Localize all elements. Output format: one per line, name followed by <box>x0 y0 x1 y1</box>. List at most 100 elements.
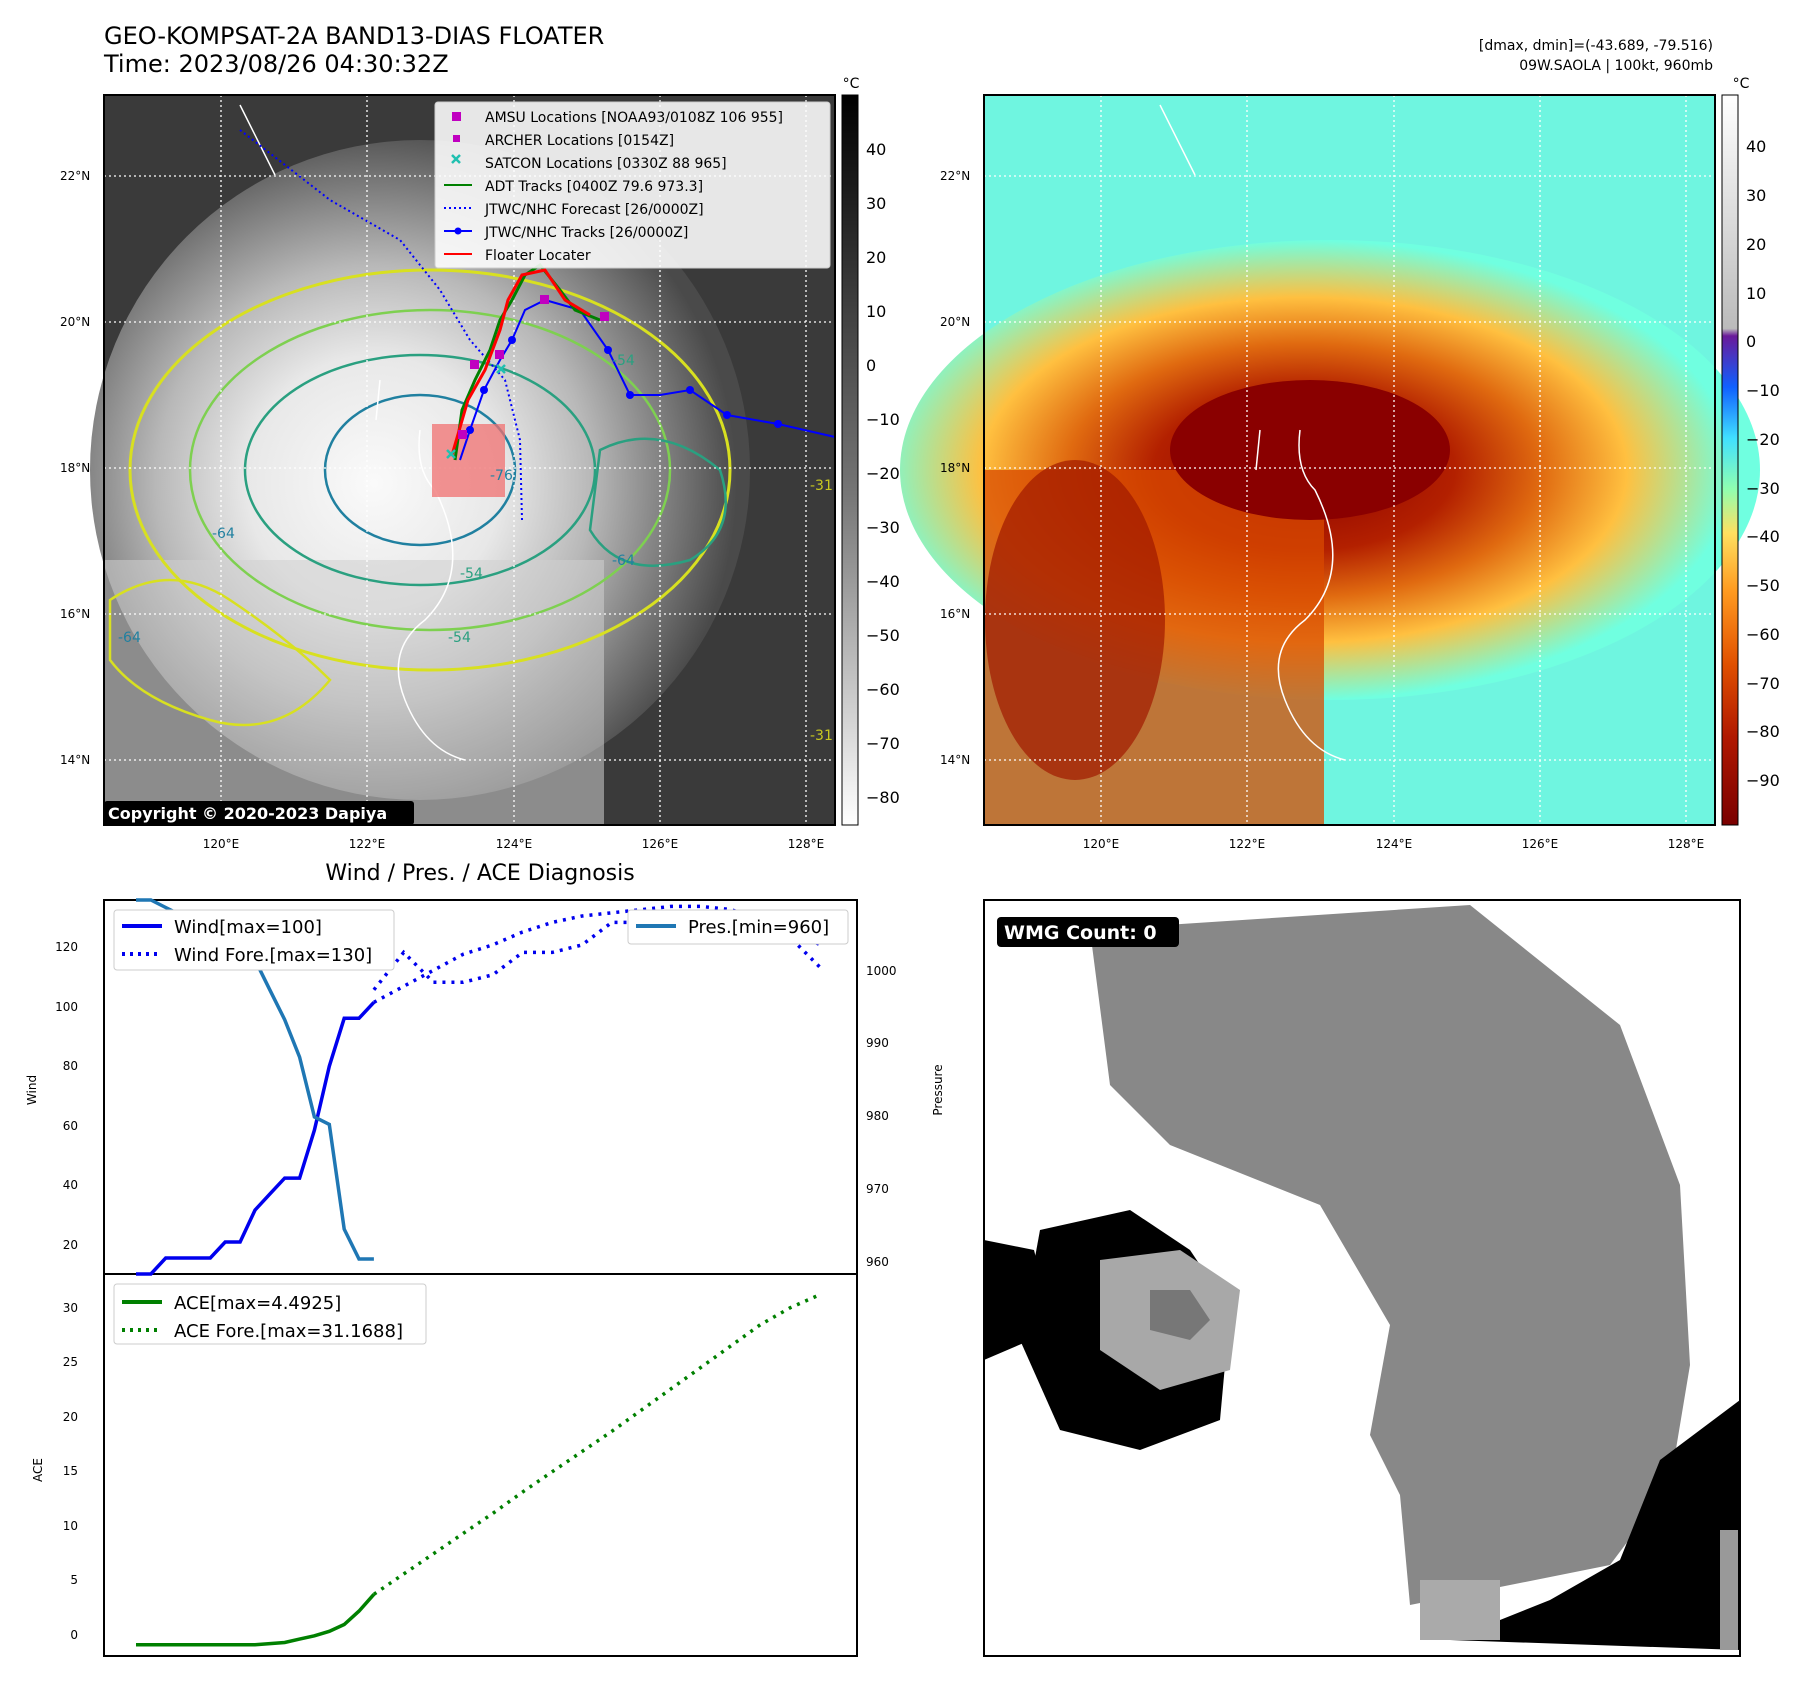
svg-text:126°E: 126°E <box>1522 837 1559 851</box>
svg-text:20: 20 <box>1746 235 1766 254</box>
contour-label: -64 <box>118 630 141 646</box>
svg-text:122°E: 122°E <box>349 837 386 851</box>
contour-blue <box>323 393 517 547</box>
svg-text:20: 20 <box>63 1410 78 1424</box>
legend-label: ACE Fore.[max=31.1688] <box>174 1321 403 1342</box>
adt-track <box>453 262 601 461</box>
svg-text:15: 15 <box>63 1464 78 1478</box>
svg-text:22°N: 22°N <box>60 169 90 183</box>
svg-text:60: 60 <box>63 1119 78 1133</box>
svg-text:100: 100 <box>55 1000 78 1014</box>
svg-text:18°N: 18°N <box>940 461 970 475</box>
svg-text:960: 960 <box>866 1255 889 1269</box>
legend-label: Wind Fore.[max=130] <box>174 945 372 966</box>
svg-text:−70: −70 <box>1746 674 1780 693</box>
svg-text:30: 30 <box>1746 186 1766 205</box>
svg-text:970: 970 <box>866 1182 889 1196</box>
svg-text:40: 40 <box>63 1178 78 1192</box>
bd-lat-ticks: 22°N 20°N 18°N 16°N 14°N <box>940 169 970 767</box>
svg-text:120°E: 120°E <box>203 837 240 851</box>
wmg-gray-patch <box>1420 1580 1500 1640</box>
svg-text:990: 990 <box>866 1036 889 1050</box>
contour-yellow-sw <box>108 578 332 727</box>
svg-text:20: 20 <box>866 248 886 267</box>
svg-text:1000: 1000 <box>866 964 897 978</box>
svg-text:−30: −30 <box>1746 479 1780 498</box>
svg-text:10: 10 <box>866 302 886 321</box>
svg-text:−40: −40 <box>866 572 900 591</box>
svg-text:40: 40 <box>1746 137 1766 156</box>
svg-text:30: 30 <box>63 1301 78 1315</box>
svg-text:18°N: 18°N <box>60 461 90 475</box>
copyright-badge <box>104 801 414 825</box>
wmg-black-edge <box>984 1240 1054 1360</box>
jtwc-forecast-track <box>239 129 523 521</box>
bd-lon-ticks: 120°E 122°E 124°E 126°E 128°E <box>1083 837 1705 851</box>
legend-label: SATCON Locations [0330Z 88 965] <box>485 156 727 172</box>
svg-text:25: 25 <box>63 1355 78 1369</box>
amsu-markers <box>458 295 609 439</box>
svg-text:5: 5 <box>70 1573 78 1587</box>
svg-text:−20: −20 <box>866 464 900 483</box>
bd-map-frame <box>983 94 1716 826</box>
svg-text:128°E: 128°E <box>788 837 825 851</box>
svg-text:−60: −60 <box>1746 625 1780 644</box>
ir-cloud-south <box>104 560 604 825</box>
floater-locater-track <box>450 268 591 456</box>
contour-yellow <box>128 268 732 672</box>
svg-text:0: 0 <box>1746 332 1756 351</box>
contour-label: -54 <box>448 630 471 646</box>
bd-cold-tops <box>985 460 1165 780</box>
svg-text:40: 40 <box>866 140 886 159</box>
svg-text:0: 0 <box>866 356 876 375</box>
contour-label: -54 <box>460 566 483 582</box>
storm-label: 09W.SAOLA | 100kt, 960mb <box>1519 58 1713 74</box>
svg-text:−80: −80 <box>1746 722 1780 741</box>
svg-text:80: 80 <box>63 1059 78 1073</box>
legend-marker-amsu <box>452 112 461 121</box>
svg-text:14°N: 14°N <box>940 753 970 767</box>
legend-marker-archer <box>453 135 460 142</box>
svg-text:−30: −30 <box>866 518 900 537</box>
contour-teal <box>243 353 597 587</box>
bd-coastline <box>1159 104 1346 761</box>
svg-text:124°E: 124°E <box>496 837 533 851</box>
ir-map-panel: -76 -54 -54 -64 -64 -64 -31 -31 -54 <box>90 94 836 826</box>
ace-legend: ACE[max=4.4925] ACE Fore.[max=31.1688] <box>113 1283 427 1345</box>
legend-label: Pres.[min=960] <box>688 917 829 938</box>
legend-label: ADT Tracks [0400Z 79.6 973.3] <box>485 179 703 195</box>
svg-text:−10: −10 <box>1746 381 1780 400</box>
svg-text:10: 10 <box>63 1519 78 1533</box>
ir-map-frame <box>103 94 836 826</box>
legend-label: AMSU Locations [NOAA93/0108Z 106 955] <box>485 110 783 126</box>
ace-axis-label: ACE <box>31 1458 45 1482</box>
legend-label: Floater Locater <box>485 248 591 264</box>
figure-time: Time: 2023/08/26 04:30:32Z <box>104 50 449 78</box>
svg-text:−40: −40 <box>1746 527 1780 546</box>
svg-text:22°N: 22°N <box>940 169 970 183</box>
svg-text:−50: −50 <box>866 626 900 645</box>
svg-text:−90: −90 <box>1746 771 1780 790</box>
series-line-0-0 <box>136 1001 376 1276</box>
svg-text:20°N: 20°N <box>940 315 970 329</box>
ir-coastline <box>239 104 466 761</box>
bd-gridlines <box>984 95 1715 825</box>
series-line-2-0 <box>136 1593 376 1647</box>
svg-text:−70: −70 <box>866 734 900 753</box>
diag-title: Wind / Pres. / ACE Diagnosis <box>325 861 634 886</box>
svg-text:980: 980 <box>866 1109 889 1123</box>
contour-green <box>188 308 672 632</box>
svg-text:0: 0 <box>70 1628 78 1642</box>
bd-colorbar-unit: °C <box>1733 76 1750 92</box>
svg-text:120: 120 <box>55 940 78 954</box>
svg-text:−60: −60 <box>866 680 900 699</box>
svg-text:10: 10 <box>1746 284 1766 303</box>
svg-text:−50: −50 <box>1746 576 1780 595</box>
wind-axis-label: Wind <box>25 1075 39 1105</box>
svg-text:20°N: 20°N <box>60 315 90 329</box>
contour-label: -64 <box>612 553 635 569</box>
wmg-count-text: WMG Count: 0 <box>1004 922 1157 944</box>
svg-text:−20: −20 <box>1746 430 1780 449</box>
bd-colorbar <box>1721 94 1739 826</box>
